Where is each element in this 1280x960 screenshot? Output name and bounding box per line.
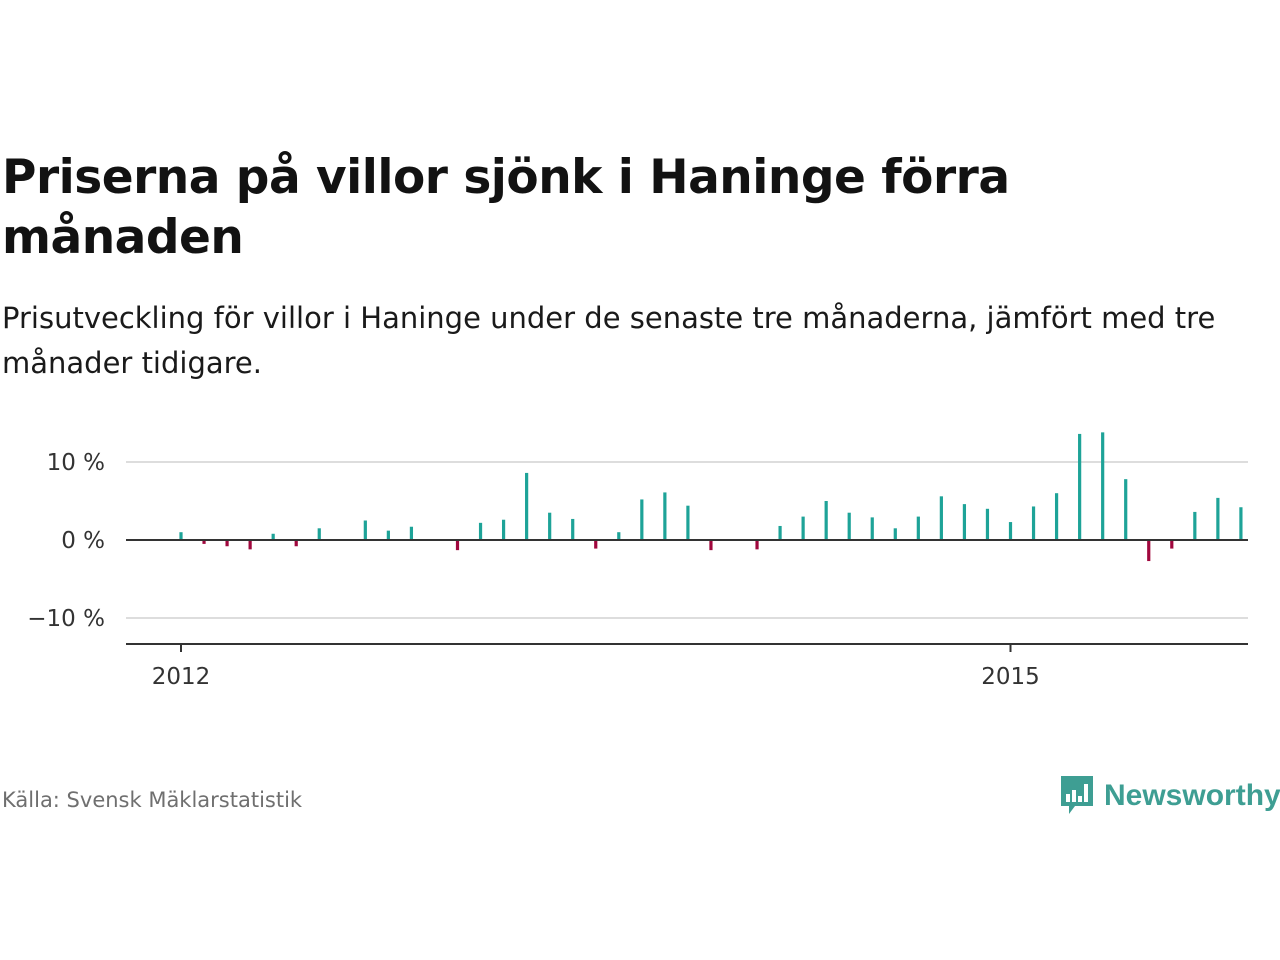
bar-positive [1239, 507, 1243, 540]
bar-negative [202, 540, 206, 544]
x-tick-label: 2015 [981, 664, 1040, 690]
bar-negative [225, 540, 229, 547]
bar-positive [870, 517, 874, 540]
bar-positive [916, 516, 920, 540]
bar-positive [478, 522, 483, 540]
bar-negative [294, 540, 298, 547]
bar-positive [1054, 493, 1059, 540]
bar-negative [709, 540, 713, 551]
bar-positive [939, 496, 943, 540]
bar-positive [1078, 433, 1082, 540]
bar-positive [962, 504, 967, 540]
chart-title: Priserna på villor sjönk i Haninge förra… [2, 150, 1010, 265]
bar-positive [571, 518, 575, 540]
bar-positive [640, 499, 644, 540]
bar-negative [1147, 540, 1151, 562]
bar-positive [985, 508, 990, 540]
bar-positive [548, 512, 552, 540]
chart-subtitle: Prisutveckling för villor i Haninge unde… [2, 301, 1216, 380]
bar-positive [663, 492, 667, 540]
bar-positive [778, 525, 782, 540]
bar-negative [455, 540, 460, 551]
bar-positive [1008, 522, 1013, 540]
bar-positive [501, 519, 506, 540]
axes [126, 539, 1248, 652]
bar-positive [1101, 432, 1105, 540]
bar-positive [409, 526, 414, 540]
x-tick-label: 2012 [152, 664, 211, 690]
bar-positive [317, 528, 321, 540]
bar-negative [248, 540, 252, 550]
bar-positive [271, 533, 275, 540]
bar-positive [1216, 497, 1220, 540]
y-tick-label: −10 % [27, 606, 105, 632]
source-note: Källa: Svensk Mäklarstatistik [2, 788, 303, 812]
bars [179, 432, 1243, 562]
bar-positive [386, 530, 390, 540]
bar-positive [801, 516, 805, 540]
bar-positive [179, 532, 183, 540]
bar-positive [1124, 479, 1128, 540]
bar-positive [1031, 506, 1036, 540]
y-tick-label: 10 % [47, 450, 105, 476]
labels: 10 %0 %−10 %20122015201820212023−9 % [27, 450, 1040, 690]
y-tick-label: 0 % [61, 528, 105, 554]
bar-positive [893, 528, 897, 540]
bar-negative [755, 540, 759, 550]
bar-positive [847, 512, 851, 540]
bar-positive [824, 501, 828, 540]
bar-positive [686, 505, 690, 540]
bar-positive [525, 472, 529, 540]
bar-chart: 10 %0 %−10 %20122015201820212023−9 % [27, 432, 1248, 690]
bar-negative [594, 540, 598, 549]
brand-name: Newsworthy [1104, 779, 1280, 812]
newsworthy-logo-icon [1061, 776, 1093, 814]
bar-negative [1170, 540, 1174, 549]
bar-positive [1193, 511, 1197, 540]
brand-logo[interactable]: Newsworthy [1058, 774, 1280, 818]
bar-positive [617, 532, 621, 540]
bar-positive [363, 520, 367, 540]
gridlines [126, 461, 1248, 619]
